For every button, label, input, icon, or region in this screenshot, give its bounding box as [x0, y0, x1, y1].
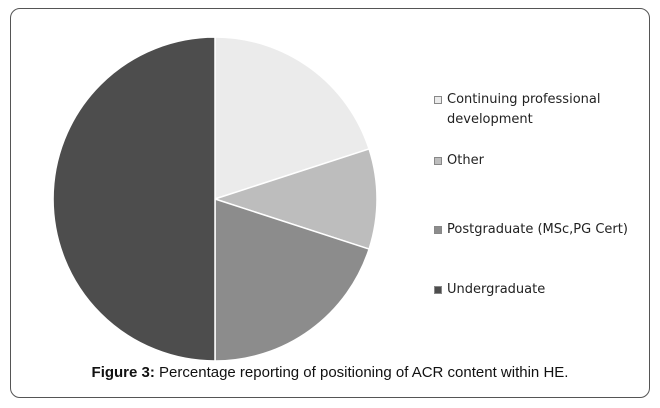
pie-slice	[52, 36, 216, 362]
caption-label: Figure 3:	[91, 364, 155, 381]
legend-swatch	[434, 286, 442, 294]
frame	[10, 8, 650, 398]
pie-slice	[214, 36, 371, 201]
legend-label: Continuing professional development	[447, 92, 601, 127]
legend-item: Continuing professional development	[434, 90, 634, 130]
caption: Figure 3: Percentage reporting of positi…	[0, 364, 660, 381]
chart-title: Percentage reporting of positioning of A…	[159, 364, 569, 381]
legend-swatch	[434, 96, 442, 104]
legend-item: Postgraduate (MSc,PG Cert)	[434, 220, 634, 240]
legend-label: Postgraduate (MSc,PG Cert)	[447, 222, 628, 237]
legend-label: Undergraduate	[447, 282, 546, 297]
legend-swatch	[434, 157, 442, 165]
legend-item: Other	[434, 151, 634, 171]
pie-slice	[214, 197, 371, 362]
legend-swatch	[434, 226, 442, 234]
legend-label: Other	[447, 153, 484, 168]
legend-item: Undergraduate	[434, 280, 634, 300]
pie-slice	[212, 147, 378, 251]
